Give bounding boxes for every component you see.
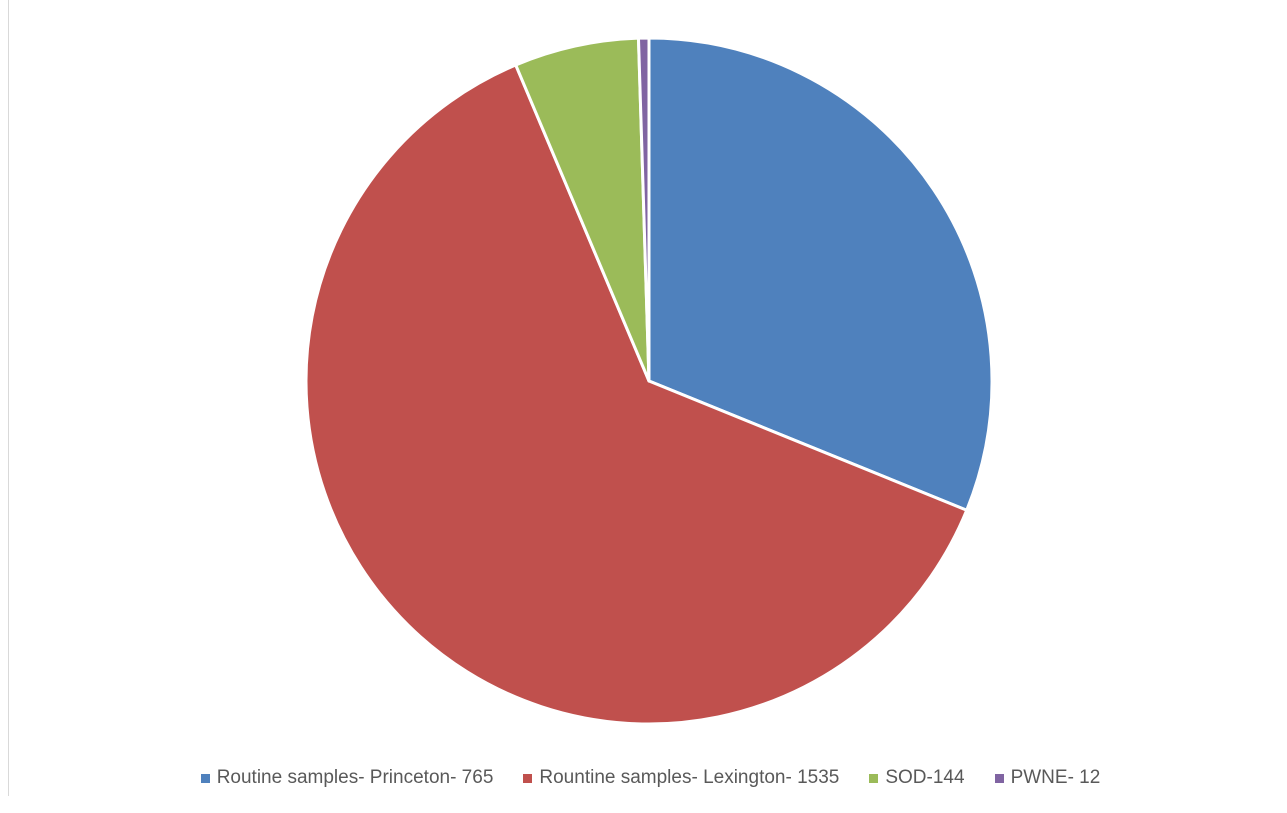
- legend-label-princeton: Routine samples- Princeton- 765: [216, 767, 494, 788]
- legend-swatch-sod: [869, 773, 879, 783]
- legend-label-sod: SOD-144: [885, 767, 965, 788]
- pie-slice-lexington: [304, 63, 969, 726]
- legend-item-sod: SOD-144: [869, 767, 965, 789]
- legend: Routine samples- Princeton- 765 Rountine…: [0, 764, 1287, 792]
- pie-slice-pwne: [636, 36, 651, 383]
- pie-slice-sod: [514, 36, 651, 383]
- legend-item-princeton: Routine samples- Princeton- 765: [200, 767, 494, 789]
- chart-frame-edge: [8, 0, 9, 796]
- legend-item-lexington: Rountine samples- Lexington- 1535: [523, 767, 839, 789]
- legend-swatch-lexington: [523, 773, 533, 783]
- legend-label-lexington: Rountine samples- Lexington- 1535: [539, 767, 840, 788]
- legend-swatch-pwne: [994, 773, 1004, 783]
- pie-slice-princeton: [647, 36, 994, 512]
- legend-item-pwne: PWNE- 12: [994, 767, 1101, 789]
- legend-label-pwne: PWNE- 12: [1010, 767, 1101, 788]
- legend-swatch-princeton: [200, 773, 210, 783]
